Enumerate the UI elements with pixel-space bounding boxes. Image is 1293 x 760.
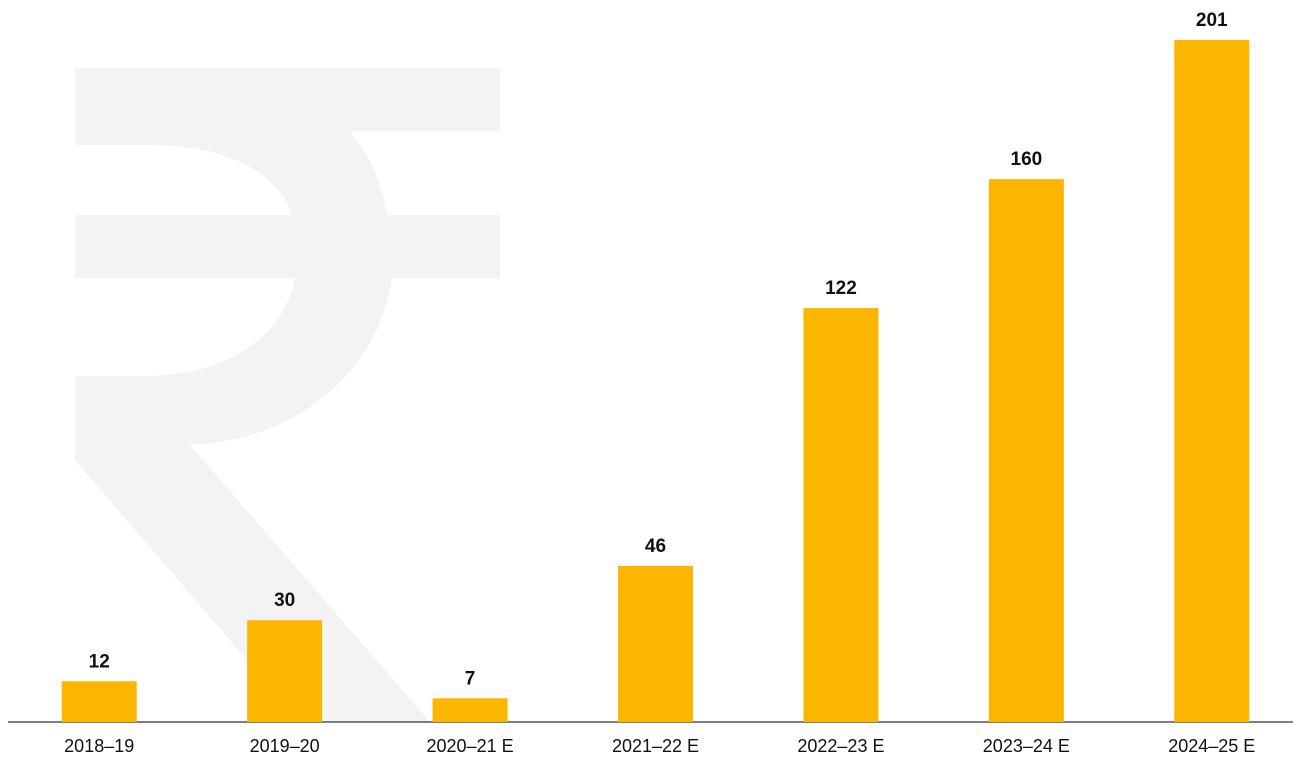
bar — [432, 698, 508, 722]
bar — [988, 179, 1064, 722]
bar — [618, 565, 693, 722]
bar — [1174, 40, 1250, 722]
value-label: 7 — [465, 668, 476, 689]
x-tick-label: 2023–24 E — [983, 736, 1070, 756]
value-label: 12 — [89, 651, 110, 672]
value-label: 122 — [825, 278, 857, 299]
rupee-watermark — [75, 68, 500, 722]
bar — [61, 681, 137, 722]
x-tick-label: 2020–21 E — [427, 736, 514, 756]
x-tick-label: 2019–20 — [250, 736, 320, 756]
value-label: 30 — [274, 590, 295, 611]
value-label: 201 — [1196, 10, 1228, 31]
x-tick-label: 2021–22 E — [612, 736, 699, 756]
x-tick-label: 2024–25 E — [1168, 736, 1255, 756]
bar — [247, 620, 323, 722]
value-label: 160 — [1011, 149, 1043, 170]
value-label: 46 — [645, 536, 666, 557]
x-tick-label: 2018–19 — [64, 736, 134, 756]
bar — [803, 308, 879, 722]
x-tick-label: 2022–23 E — [797, 736, 884, 756]
